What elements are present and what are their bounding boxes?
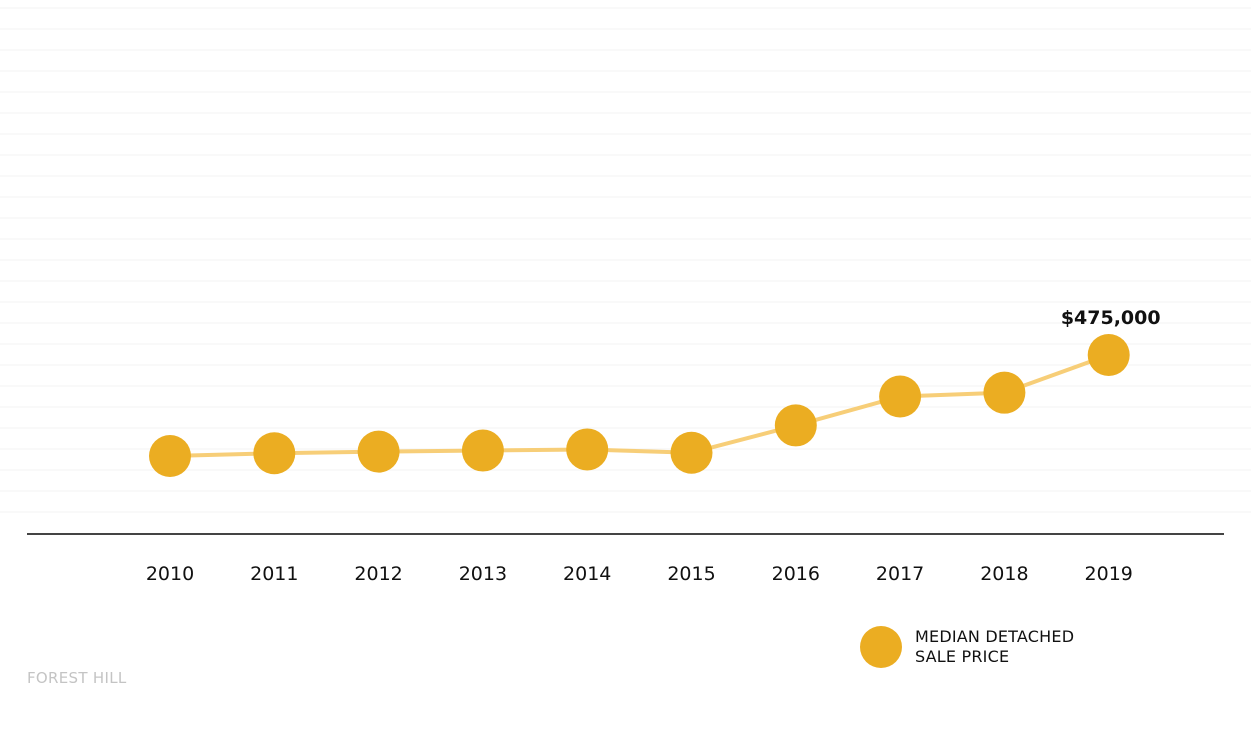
neighbourhood-label: FOREST HILL [27,669,127,687]
legend-label-line1: MEDIAN DETACHED [915,627,1075,646]
data-point [566,428,609,471]
data-point [149,435,191,477]
series-line [168,353,1111,458]
legend-marker-icon [860,626,902,668]
data-point [879,375,922,418]
data-point [1087,334,1130,376]
data-point [774,404,817,447]
legend-label-line2: SALE PRICE [915,647,1010,666]
annotations: $475,000 [1061,307,1161,329]
x-tick-label: 2016 [772,563,820,585]
legend-label: MEDIAN DETACHED SALE PRICE [915,627,1074,667]
x-tick-label: 2012 [354,563,402,585]
data-point [357,430,400,473]
x-tick-label: 2015 [667,563,715,585]
data-point [461,429,504,472]
data-point [983,371,1026,414]
data-points [149,334,1130,477]
x-tick-label: 2014 [563,563,611,585]
gridlines [0,7,1251,513]
x-tick-label: 2018 [980,563,1028,585]
data-label: $475,000 [1061,307,1161,329]
data-point [253,432,296,475]
x-tick-label: 2017 [876,563,924,585]
data-point [670,431,713,474]
x-axis-ticks: 2010 2011 2012 2013 2014 2015 2016 2017 2018 2019 [146,563,1133,585]
legend: MEDIAN DETACHED SALE PRICE [860,626,1074,668]
x-tick-label: 2010 [146,563,194,585]
x-tick-label: 2013 [459,563,507,585]
x-tick-label: 2019 [1085,563,1133,585]
x-tick-label: 2011 [250,563,298,585]
